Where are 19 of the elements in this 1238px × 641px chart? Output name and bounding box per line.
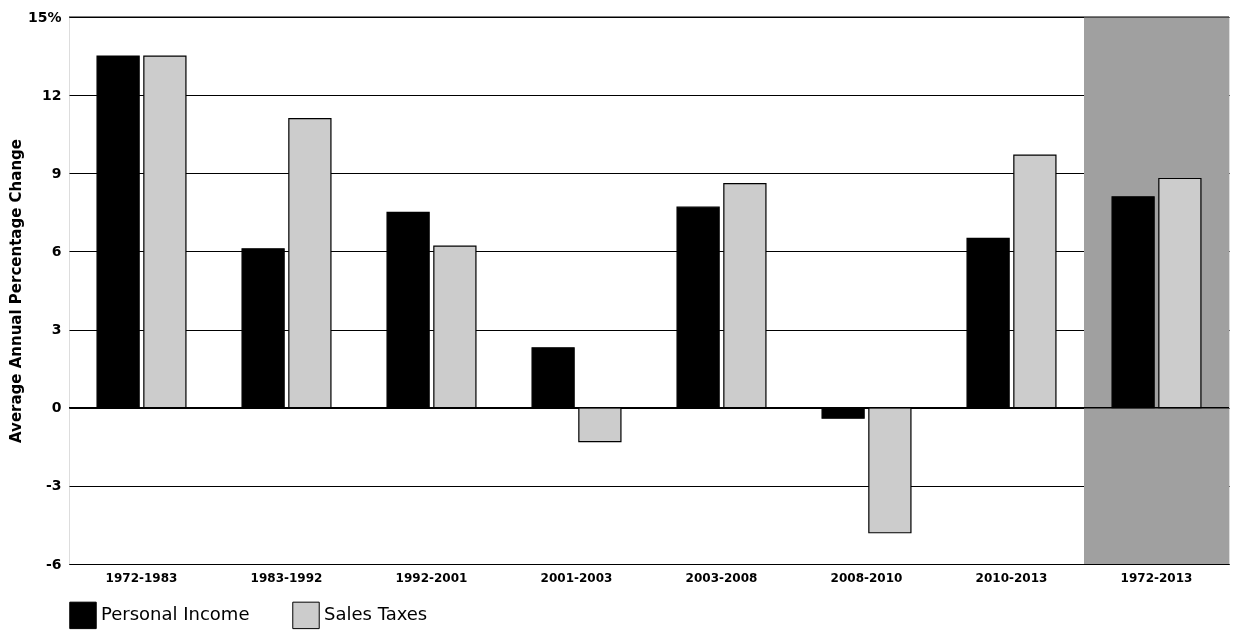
x-tick-label: 1983-1992 xyxy=(250,570,323,585)
x-tick-label: 2008-2010 xyxy=(830,570,903,585)
x-tick-label: 1992-2001 xyxy=(395,570,468,585)
x-tick-label: 2010-2013 xyxy=(975,570,1048,585)
x-tick-label: 2001-2003 xyxy=(540,570,613,585)
y-axis-title: Average Annual Percentage Change xyxy=(6,139,25,443)
y-tick-label: 3 xyxy=(51,321,62,338)
legend-label: Personal Income xyxy=(101,603,250,625)
y-tick-label: 12 xyxy=(42,86,62,103)
x-tick-label: 1972-2013 xyxy=(1120,570,1193,585)
legend-label: Sales Taxes xyxy=(324,603,428,625)
y-tick-label: 15% xyxy=(27,8,62,25)
y-tick-label: 0 xyxy=(51,399,62,416)
y-tick-label: 6 xyxy=(51,242,62,259)
y-tick-label: -6 xyxy=(45,555,62,572)
x-tick-label: 2003-2008 xyxy=(685,570,758,585)
y-tick-label: -3 xyxy=(45,477,62,494)
x-tick-label: 1972-1983 xyxy=(105,570,178,585)
y-tick-label: 9 xyxy=(51,164,62,181)
